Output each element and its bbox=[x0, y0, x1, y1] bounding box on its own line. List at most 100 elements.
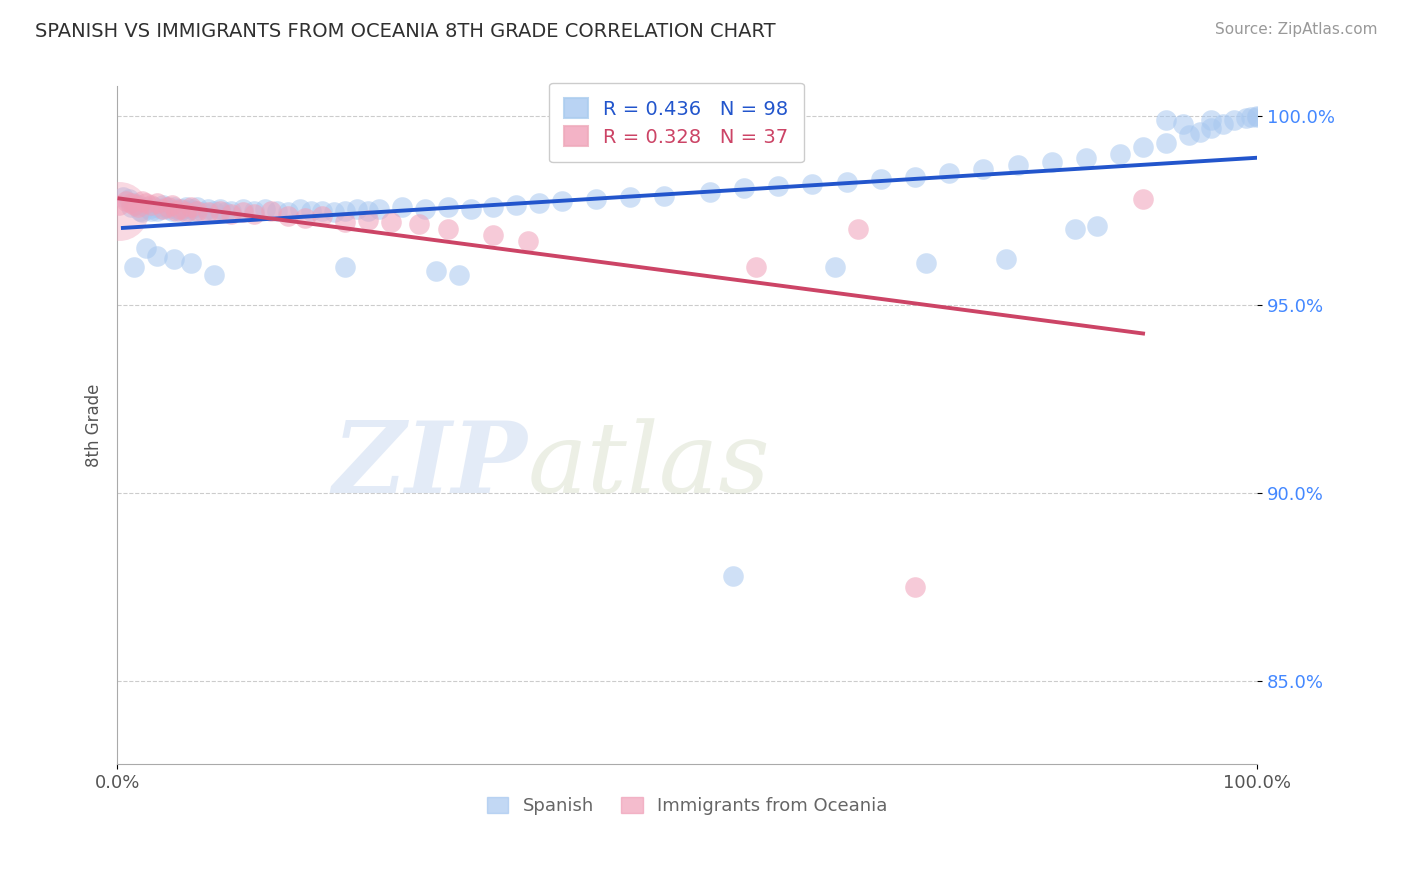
Text: Source: ZipAtlas.com: Source: ZipAtlas.com bbox=[1215, 22, 1378, 37]
Point bbox=[219, 207, 242, 221]
Point bbox=[260, 203, 283, 218]
Point bbox=[357, 213, 380, 227]
Point bbox=[202, 268, 225, 282]
Point bbox=[1154, 113, 1177, 128]
Point bbox=[157, 200, 180, 214]
Point bbox=[135, 200, 157, 214]
Point bbox=[277, 205, 299, 219]
Point bbox=[311, 209, 333, 223]
Point bbox=[208, 203, 231, 218]
Point bbox=[135, 241, 157, 255]
Point bbox=[166, 203, 188, 218]
Y-axis label: 8th Grade: 8th Grade bbox=[86, 384, 103, 467]
Point bbox=[938, 166, 960, 180]
Point bbox=[183, 203, 205, 218]
Point bbox=[127, 200, 149, 214]
Point bbox=[266, 203, 288, 218]
Point bbox=[357, 203, 380, 218]
Point bbox=[124, 260, 146, 274]
Point bbox=[124, 196, 146, 211]
Point bbox=[333, 215, 356, 229]
Point bbox=[333, 203, 356, 218]
Point bbox=[585, 192, 607, 206]
Point bbox=[108, 203, 131, 218]
Point bbox=[277, 209, 299, 223]
Point bbox=[311, 203, 333, 218]
Point bbox=[243, 203, 266, 218]
Point bbox=[129, 203, 152, 218]
Point bbox=[197, 202, 219, 216]
Point bbox=[186, 200, 208, 214]
Point bbox=[180, 202, 202, 216]
Point bbox=[180, 200, 202, 214]
Point bbox=[972, 162, 994, 177]
Point bbox=[111, 190, 134, 204]
Point bbox=[169, 203, 191, 218]
Point bbox=[146, 203, 169, 218]
Point bbox=[413, 202, 436, 216]
Point bbox=[146, 249, 169, 263]
Point bbox=[1063, 222, 1085, 236]
Text: ZIP: ZIP bbox=[333, 417, 527, 514]
Point bbox=[721, 568, 744, 582]
Point bbox=[527, 196, 550, 211]
Point bbox=[1201, 120, 1223, 135]
Point bbox=[1007, 158, 1029, 172]
Point bbox=[1171, 117, 1194, 131]
Point bbox=[232, 205, 254, 219]
Point bbox=[120, 196, 142, 211]
Legend: Spanish, Immigrants from Oceania: Spanish, Immigrants from Oceania bbox=[479, 789, 894, 822]
Point bbox=[619, 190, 641, 204]
Point bbox=[322, 205, 344, 219]
Point bbox=[870, 171, 893, 186]
Point bbox=[135, 196, 157, 211]
Point bbox=[1087, 219, 1109, 233]
Point bbox=[214, 205, 236, 219]
Point bbox=[1177, 128, 1199, 143]
Point bbox=[202, 203, 225, 218]
Point bbox=[1223, 113, 1246, 128]
Point bbox=[449, 268, 471, 282]
Point bbox=[177, 203, 200, 218]
Point bbox=[243, 207, 266, 221]
Point bbox=[436, 222, 458, 236]
Point bbox=[115, 194, 138, 209]
Point bbox=[208, 202, 231, 216]
Point bbox=[1212, 117, 1234, 131]
Point bbox=[131, 205, 153, 219]
Point bbox=[186, 203, 208, 218]
Point bbox=[131, 194, 153, 209]
Point bbox=[1074, 151, 1097, 165]
Point bbox=[180, 256, 202, 270]
Point bbox=[408, 217, 430, 231]
Point bbox=[652, 188, 675, 202]
Point bbox=[141, 198, 163, 212]
Point bbox=[163, 200, 186, 214]
Point bbox=[425, 264, 447, 278]
Point bbox=[1154, 136, 1177, 150]
Point bbox=[744, 260, 766, 274]
Point bbox=[157, 202, 180, 216]
Point bbox=[1040, 154, 1063, 169]
Point bbox=[160, 203, 183, 218]
Point bbox=[191, 205, 214, 219]
Point bbox=[1132, 139, 1154, 153]
Point bbox=[153, 200, 176, 214]
Point bbox=[174, 205, 197, 219]
Point bbox=[995, 252, 1018, 267]
Text: atlas: atlas bbox=[527, 418, 770, 514]
Point bbox=[141, 203, 163, 218]
Point bbox=[346, 202, 368, 216]
Point bbox=[254, 202, 277, 216]
Point bbox=[1240, 110, 1263, 124]
Point bbox=[117, 192, 139, 206]
Point bbox=[904, 580, 927, 594]
Point bbox=[368, 202, 391, 216]
Point bbox=[149, 202, 172, 216]
Point bbox=[197, 205, 219, 219]
Point bbox=[380, 215, 402, 229]
Point bbox=[551, 194, 574, 209]
Point bbox=[1234, 112, 1257, 126]
Point bbox=[174, 200, 197, 214]
Point bbox=[146, 196, 169, 211]
